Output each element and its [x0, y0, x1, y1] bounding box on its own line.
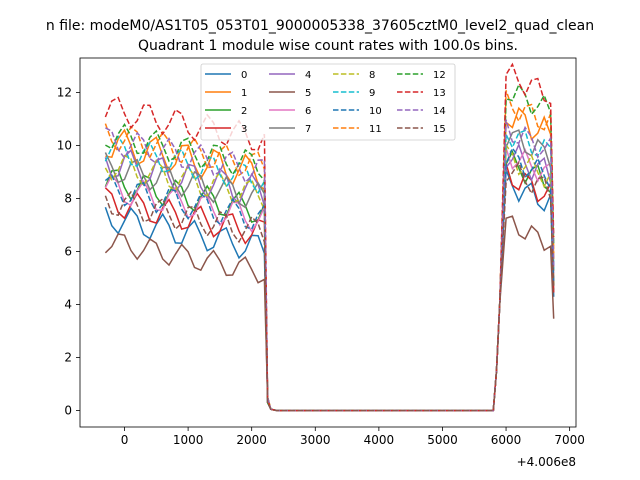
- x-tick-label: 5000: [427, 433, 458, 447]
- y-tick-label: 0: [64, 404, 72, 418]
- x-tick-label: 4000: [364, 433, 395, 447]
- y-tick-label: 2: [64, 351, 72, 365]
- legend-label: 2: [241, 106, 247, 117]
- x-tick-label: 7000: [554, 433, 585, 447]
- x-tick-label: 6000: [491, 433, 522, 447]
- legend-label: 13: [433, 88, 446, 99]
- legend-label: 15: [433, 124, 446, 135]
- y-tick-label: 12: [57, 85, 72, 99]
- x-tick-label: 1000: [173, 433, 204, 447]
- series-line-9: [104, 129, 555, 412]
- legend-label: 11: [369, 124, 382, 135]
- y-tick-label: 8: [64, 191, 72, 205]
- x-offset-label: +4.006e8: [517, 455, 576, 469]
- legend-label: 6: [305, 106, 311, 117]
- legend-label: 12: [433, 70, 446, 81]
- series-line-3: [104, 163, 555, 412]
- legend-frame: [200, 63, 456, 141]
- y-axis: 0 2 4 6 8 10 12: [57, 85, 80, 418]
- series-line-15: [104, 160, 555, 412]
- series-line-7: [104, 129, 555, 412]
- series-lines: [104, 62, 555, 412]
- chart-title: Quadrant 1 module wise count rates with …: [138, 38, 518, 54]
- legend-label: 8: [369, 70, 375, 81]
- y-tick-label: 6: [64, 245, 72, 259]
- y-tick-label: 4: [64, 298, 72, 312]
- x-tick-label: 3000: [300, 433, 331, 447]
- series-line-14: [105, 119, 555, 412]
- legend-label: 1: [241, 88, 247, 99]
- legend-label: 14: [433, 106, 446, 117]
- figure-suptitle: n file: modeM0/AS1T05_053T01_9000005338_…: [46, 18, 594, 34]
- plot-frame: [79, 57, 577, 428]
- y-tick-label: 10: [57, 138, 72, 152]
- series-line-4: [104, 142, 555, 412]
- legend-label: 3: [241, 124, 247, 135]
- x-tick-label: 2000: [236, 433, 267, 447]
- legend-label: 9: [369, 88, 375, 99]
- legend-label: 5: [305, 88, 311, 99]
- legend-label: 4: [305, 70, 311, 81]
- legend-label: 10: [369, 106, 382, 117]
- x-tick-label: 0: [121, 433, 129, 447]
- x-axis: 0 1000 2000 3000 4000 5000 6000 7000: [121, 427, 585, 447]
- legend-label: 7: [305, 124, 311, 135]
- legend-label: 0: [241, 70, 247, 81]
- series-line-5: [104, 215, 555, 412]
